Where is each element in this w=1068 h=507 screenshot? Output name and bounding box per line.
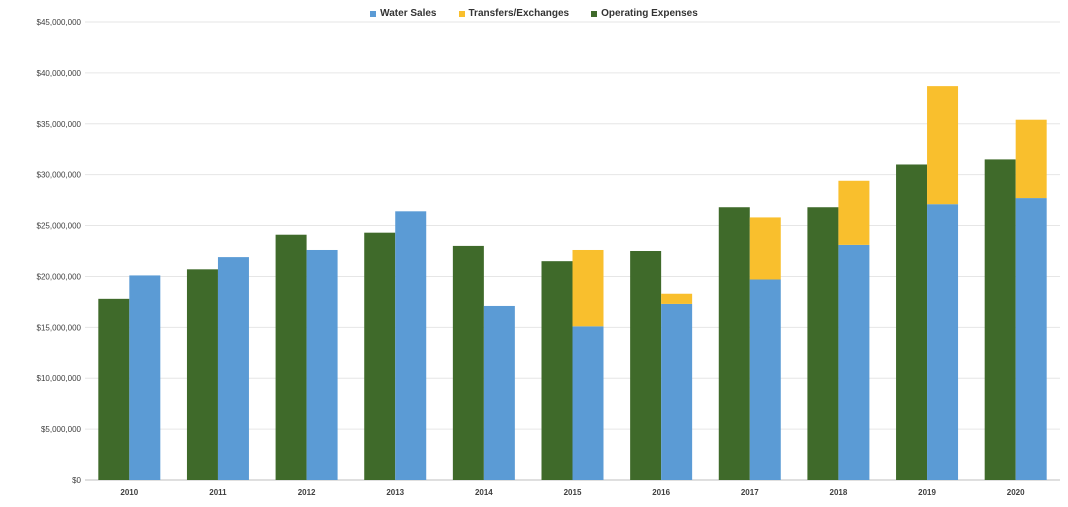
x-tick-label: 2018: [830, 488, 848, 497]
bar-operating-expenses-2016: [630, 251, 662, 480]
y-tick-label: $5,000,000: [41, 425, 82, 434]
bar-water-sales-2013: [395, 211, 427, 480]
bar-water-sales-2020: [1015, 198, 1047, 480]
y-tick-label: $45,000,000: [37, 18, 82, 27]
x-tick-label: 2010: [120, 488, 138, 497]
bar-water-sales-2017: [749, 279, 781, 480]
legend-swatch: [458, 10, 465, 17]
bar-water-sales-2016: [661, 303, 693, 480]
bar-water-sales-2012: [306, 249, 338, 480]
y-tick-label: $30,000,000: [37, 171, 82, 180]
y-tick-label: $40,000,000: [37, 69, 82, 78]
y-tick-label: $35,000,000: [37, 120, 82, 129]
bar-transfers-exchanges-2017: [749, 217, 781, 280]
bar-water-sales-2015: [572, 326, 604, 480]
y-tick-label: $20,000,000: [37, 272, 82, 281]
bar-water-sales-2010: [129, 275, 161, 480]
chart-legend: Water Sales Transfers/Exchanges Operating …: [0, 8, 1068, 19]
bar-operating-expenses-2015: [541, 261, 573, 480]
bar-water-sales-2011: [217, 257, 249, 480]
legend-item-transfers-exchanges: Transfers/Exchanges: [458, 8, 570, 19]
y-tick-label: $0: [72, 476, 81, 485]
bar-water-sales-2019: [927, 204, 959, 480]
legend-label: Operating Expenses: [601, 8, 698, 19]
bar-transfers-exchanges-2015: [572, 249, 604, 327]
x-tick-label: 2017: [741, 488, 759, 497]
legend-item-water-sales: Water Sales: [370, 8, 437, 19]
bar-water-sales-2018: [838, 244, 870, 480]
legend-label: Water Sales: [380, 8, 437, 19]
bar-operating-expenses-2018: [807, 207, 839, 481]
bar-operating-expenses-2020: [984, 159, 1016, 480]
y-tick-label: $25,000,000: [37, 222, 82, 231]
bar-operating-expenses-2014: [452, 245, 484, 480]
legend-item-operating-expenses: Operating Expenses: [591, 8, 698, 19]
legend-swatch: [370, 10, 377, 17]
bar-operating-expenses-2010: [98, 298, 130, 480]
bar-transfers-exchanges-2019: [927, 86, 959, 205]
x-tick-label: 2014: [475, 488, 493, 497]
bar-operating-expenses-2011: [186, 269, 218, 480]
bar-transfers-exchanges-2018: [838, 180, 870, 245]
x-tick-label: 2020: [1007, 488, 1025, 497]
bar-operating-expenses-2013: [364, 232, 396, 480]
legend-swatch: [591, 10, 598, 17]
bar-operating-expenses-2019: [896, 164, 928, 480]
bar-transfers-exchanges-2016: [661, 293, 693, 304]
x-tick-label: 2019: [918, 488, 936, 497]
bar-operating-expenses-2017: [718, 207, 750, 481]
bar-water-sales-2014: [483, 305, 515, 480]
x-tick-label: 2016: [652, 488, 670, 497]
bar-operating-expenses-2012: [275, 234, 307, 480]
x-tick-label: 2011: [209, 488, 227, 497]
x-tick-label: 2012: [298, 488, 316, 497]
y-tick-label: $15,000,000: [37, 323, 82, 332]
legend-label: Transfers/Exchanges: [468, 8, 570, 19]
bar-transfers-exchanges-2020: [1015, 119, 1047, 199]
y-tick-label: $10,000,000: [37, 374, 82, 383]
x-tick-label: 2015: [564, 488, 582, 497]
x-tick-label: 2013: [386, 488, 404, 497]
